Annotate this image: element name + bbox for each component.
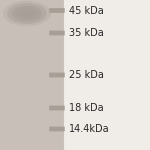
FancyBboxPatch shape bbox=[49, 73, 65, 77]
Text: 14.4kDa: 14.4kDa bbox=[69, 124, 110, 134]
FancyBboxPatch shape bbox=[49, 8, 65, 13]
Ellipse shape bbox=[21, 10, 33, 17]
FancyBboxPatch shape bbox=[49, 106, 65, 110]
Text: 45 kDa: 45 kDa bbox=[69, 6, 104, 15]
Ellipse shape bbox=[12, 6, 42, 21]
Ellipse shape bbox=[3, 1, 51, 26]
Ellipse shape bbox=[17, 8, 37, 19]
FancyBboxPatch shape bbox=[49, 127, 65, 131]
Bar bbox=[0, 0, 63, 150]
Text: 25 kDa: 25 kDa bbox=[69, 70, 104, 80]
Text: 35 kDa: 35 kDa bbox=[69, 28, 104, 38]
Text: 18 kDa: 18 kDa bbox=[69, 103, 104, 113]
Bar bbox=[63, 0, 150, 150]
Ellipse shape bbox=[7, 3, 47, 24]
FancyBboxPatch shape bbox=[49, 31, 65, 35]
